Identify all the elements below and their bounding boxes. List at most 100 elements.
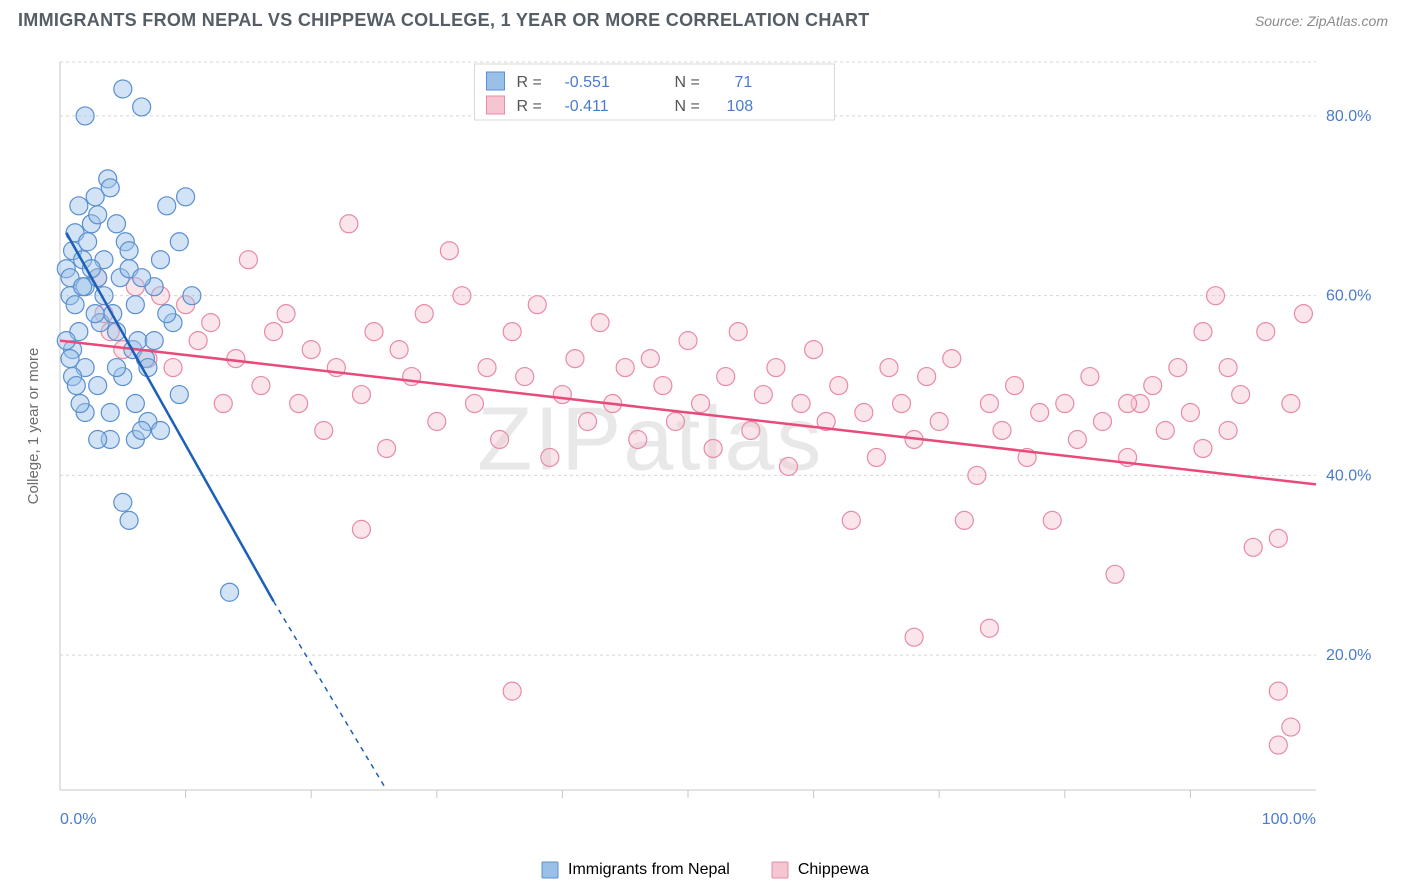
data-point-nepal xyxy=(133,421,151,439)
source-attribution: Source: ZipAtlas.com xyxy=(1255,13,1388,29)
data-point-nepal xyxy=(101,179,119,197)
data-point-chippewa xyxy=(1056,395,1074,413)
data-point-chippewa xyxy=(579,413,597,431)
data-point-chippewa xyxy=(390,341,408,359)
data-point-chippewa xyxy=(704,439,722,457)
data-point-chippewa xyxy=(867,448,885,466)
data-point-chippewa xyxy=(767,359,785,377)
data-point-chippewa xyxy=(1294,305,1312,323)
y-tick-label: 80.0% xyxy=(1326,108,1371,125)
data-point-chippewa xyxy=(641,350,659,368)
y-tick-label: 60.0% xyxy=(1326,288,1371,305)
data-point-chippewa xyxy=(629,430,647,448)
data-point-nepal xyxy=(86,305,104,323)
data-point-chippewa xyxy=(968,466,986,484)
data-point-nepal xyxy=(71,395,89,413)
data-point-chippewa xyxy=(893,395,911,413)
data-point-chippewa xyxy=(1068,430,1086,448)
data-point-chippewa xyxy=(1219,359,1237,377)
data-point-chippewa xyxy=(918,368,936,386)
data-point-chippewa xyxy=(1106,565,1124,583)
data-point-chippewa xyxy=(1219,421,1237,439)
data-point-chippewa xyxy=(365,323,383,341)
data-point-chippewa xyxy=(666,413,684,431)
data-point-nepal xyxy=(158,197,176,215)
data-point-chippewa xyxy=(591,314,609,332)
data-point-nepal xyxy=(89,206,107,224)
data-point-chippewa xyxy=(503,682,521,700)
data-point-nepal xyxy=(114,493,132,511)
data-point-chippewa xyxy=(315,421,333,439)
data-point-chippewa xyxy=(478,359,496,377)
data-point-nepal xyxy=(120,511,138,529)
data-point-chippewa xyxy=(1194,439,1212,457)
data-point-chippewa xyxy=(566,350,584,368)
data-point-chippewa xyxy=(729,323,747,341)
data-point-chippewa xyxy=(277,305,295,323)
data-point-chippewa xyxy=(541,448,559,466)
data-point-nepal xyxy=(120,242,138,260)
data-point-chippewa xyxy=(1169,359,1187,377)
n-label: N = xyxy=(674,98,699,115)
data-point-nepal xyxy=(101,404,119,422)
n-label: N = xyxy=(674,74,699,91)
data-point-nepal xyxy=(145,332,163,350)
data-point-chippewa xyxy=(1081,368,1099,386)
data-point-nepal xyxy=(67,377,85,395)
data-point-chippewa xyxy=(1119,395,1137,413)
data-point-chippewa xyxy=(792,395,810,413)
data-point-chippewa xyxy=(378,439,396,457)
data-point-chippewa xyxy=(553,386,571,404)
data-point-chippewa xyxy=(302,341,320,359)
data-point-chippewa xyxy=(1194,323,1212,341)
data-point-chippewa xyxy=(880,359,898,377)
data-point-chippewa xyxy=(930,413,948,431)
data-point-nepal xyxy=(158,305,176,323)
chart-svg: ZIPatlas0.0%100.0%20.0%40.0%60.0%80.0%Co… xyxy=(18,44,1388,834)
data-point-nepal xyxy=(183,287,201,305)
data-point-nepal xyxy=(151,421,169,439)
data-point-chippewa xyxy=(227,350,245,368)
watermark: ZIPatlas xyxy=(477,390,823,490)
data-point-chippewa xyxy=(1269,529,1287,547)
legend-label-nepal: Immigrants from Nepal xyxy=(568,861,730,879)
legend-item-chippewa: Chippewa xyxy=(770,860,869,880)
data-point-nepal xyxy=(177,188,195,206)
trendline-nepal-extrap xyxy=(274,601,387,790)
data-point-nepal xyxy=(61,350,79,368)
data-point-chippewa xyxy=(503,323,521,341)
y-axis-label: College, 1 year or more xyxy=(25,348,42,505)
n-value: 108 xyxy=(726,98,753,115)
data-point-nepal xyxy=(108,359,126,377)
data-point-nepal xyxy=(79,233,97,251)
x-tick-label: 100.0% xyxy=(1262,811,1316,828)
data-point-nepal xyxy=(76,107,94,125)
data-point-chippewa xyxy=(1006,377,1024,395)
data-point-chippewa xyxy=(214,395,232,413)
data-point-chippewa xyxy=(955,511,973,529)
data-point-nepal xyxy=(170,233,188,251)
data-point-nepal xyxy=(126,395,144,413)
legend-item-nepal: Immigrants from Nepal xyxy=(540,860,730,880)
data-point-chippewa xyxy=(717,368,735,386)
r-value: -0.551 xyxy=(564,74,609,91)
data-point-chippewa xyxy=(842,511,860,529)
data-point-chippewa xyxy=(352,386,370,404)
data-point-nepal xyxy=(89,377,107,395)
data-point-chippewa xyxy=(491,430,509,448)
data-point-chippewa xyxy=(855,404,873,422)
data-point-nepal xyxy=(89,430,107,448)
data-point-nepal xyxy=(74,278,92,296)
data-point-chippewa xyxy=(905,628,923,646)
data-point-chippewa xyxy=(1156,421,1174,439)
data-point-chippewa xyxy=(1144,377,1162,395)
data-point-chippewa xyxy=(1232,386,1250,404)
scatter-chart: ZIPatlas0.0%100.0%20.0%40.0%60.0%80.0%Co… xyxy=(18,44,1388,834)
n-value: 71 xyxy=(734,74,752,91)
data-point-chippewa xyxy=(202,314,220,332)
data-point-chippewa xyxy=(1282,718,1300,736)
data-point-chippewa xyxy=(528,296,546,314)
data-point-chippewa xyxy=(980,395,998,413)
bottom-legend: Immigrants from Nepal Chippewa xyxy=(540,860,869,880)
data-point-nepal xyxy=(133,269,151,287)
